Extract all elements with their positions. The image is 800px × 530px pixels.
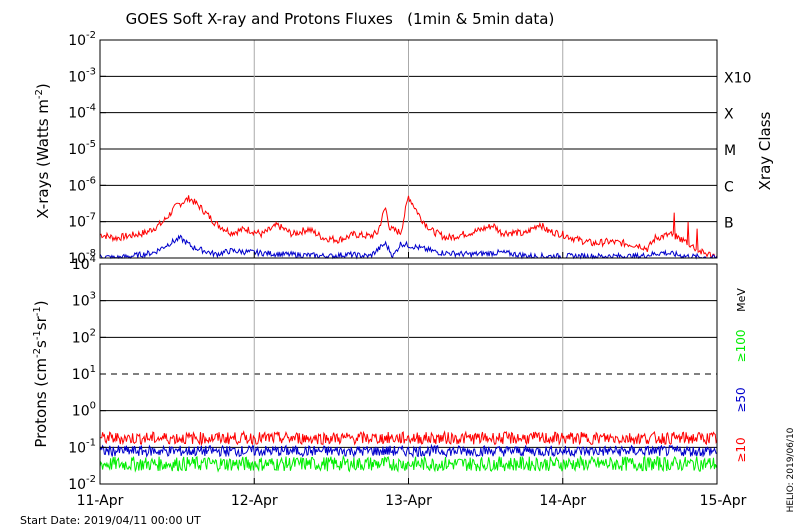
proton-series-line (99, 443, 718, 459)
proton-series-line (99, 430, 718, 447)
xray-class-b: B (724, 216, 734, 232)
start-date: Start Date: 2019/04/11 00:00 UT (20, 514, 201, 527)
xray-class-x: X (724, 107, 734, 123)
xray-series (99, 195, 718, 260)
xray-y-tick-label: 10-5 (68, 139, 96, 158)
proton-y-ticks: 10-2 10-1 100 101 102 103 104 (68, 254, 106, 493)
proton-y-tick-label: 104 (72, 254, 96, 273)
proton-series-line (99, 454, 718, 473)
proton-unit-label: MeV (735, 288, 748, 312)
xray-class-labels: B C M X X10 (724, 70, 751, 231)
proton-y-tick-label: 10-1 (68, 437, 96, 456)
xray-class-c: C (724, 179, 734, 195)
xray-class-m: M (724, 143, 736, 159)
xray-class-axis-title: Xray Class (756, 111, 774, 190)
x-tick-label: 15-Apr (700, 493, 747, 509)
proton-y-tick-label: 103 (72, 291, 96, 310)
xray-y-axis-label: X-rays (Watts m-2) (34, 83, 52, 218)
proton-y-tick-label: 10-2 (68, 474, 96, 493)
proton-y-axis-label: Protons (cm-2s-1sr-1) (32, 300, 50, 447)
x-tick-label: 13-Apr (385, 493, 432, 509)
chart-title: GOES Soft X-ray and Protons Fluxes (1min… (126, 10, 555, 28)
xray-y-tick-label: 10-6 (68, 175, 96, 194)
xray-y-tick-label: 10-7 (68, 212, 96, 231)
energy-label-50: ≥50 (734, 387, 748, 412)
proton-y-tick-label: 100 (72, 401, 96, 420)
proton-series (99, 430, 718, 473)
proton-y-tick-label: 101 (72, 364, 96, 383)
x-tick-label: 11-Apr (77, 493, 124, 509)
xray-y-tick-label: 10-4 (68, 103, 96, 122)
xray-y-tick-label: 10-8 (68, 248, 96, 267)
xray-series-line-1 (99, 234, 718, 260)
proton-y-tick-label: 102 (72, 327, 96, 346)
helio-date: HELIO: 2019/06/10 (786, 427, 796, 512)
xray-grid (100, 40, 717, 258)
x-axis-ticks: 11-Apr 12-Apr 13-Apr 14-Apr 15-Apr (77, 252, 747, 509)
xray-class-x10: X10 (724, 70, 751, 86)
xray-y-tick-label: 10-3 (68, 66, 96, 85)
energy-label-100: ≥100 (734, 330, 748, 363)
xray-series-line-0 (99, 195, 718, 259)
xray-y-tick-label: 10-2 (68, 30, 96, 49)
xray-y-ticks: 10-8 10-7 10-6 10-5 10-4 10-3 10-2 (68, 30, 106, 267)
x-tick-label: 14-Apr (539, 493, 586, 509)
energy-label-10: ≥10 (734, 437, 748, 462)
x-tick-label: 12-Apr (231, 493, 278, 509)
